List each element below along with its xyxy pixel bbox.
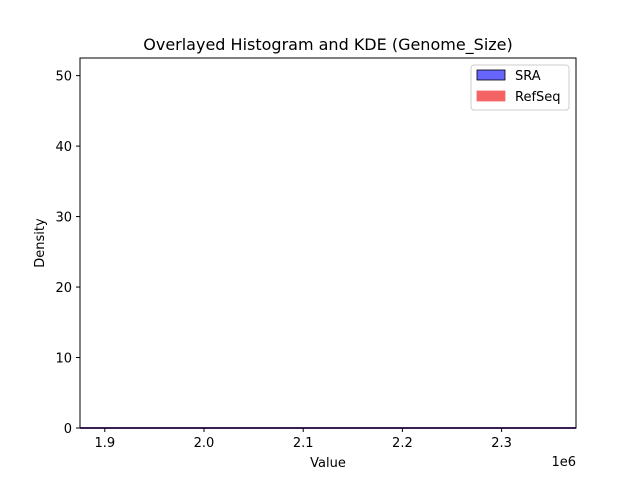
y-tick-label: 0	[64, 422, 72, 437]
y-tick-label: 10	[55, 352, 72, 367]
y-tick-label: 30	[55, 211, 72, 226]
x-tick-label: 1.9	[94, 436, 115, 451]
legend-label-refseq: RefSeq	[515, 90, 561, 105]
plot-area	[79, 57, 577, 429]
axes-frame	[79, 57, 577, 429]
x-axis-offset-label: 1e6	[551, 455, 576, 470]
x-tick-label: 2.0	[194, 436, 215, 451]
y-tick-label: 20	[55, 281, 72, 296]
x-tick-label: 2.3	[491, 436, 512, 451]
legend: SRA RefSeq	[470, 64, 570, 111]
y-tick-label: 40	[55, 140, 72, 155]
y-tick-label: 50	[55, 70, 72, 85]
y-axis-ticks: 0 10 20 30 40 50	[55, 70, 80, 437]
y-axis-label: Density	[33, 218, 48, 268]
x-axis-ticks: 1.9 2.0 2.1 2.2 2.3	[94, 428, 512, 451]
legend-swatch-sra	[476, 69, 506, 81]
x-tick-label: 2.1	[293, 436, 314, 451]
legend-label-sra: SRA	[515, 69, 541, 84]
legend-swatch-refseq	[476, 90, 506, 102]
x-tick-label: 2.2	[392, 436, 413, 451]
chart-title: Overlayed Histogram and KDE (Genome_Size…	[143, 35, 513, 55]
x-axis-label: Value	[310, 456, 346, 471]
